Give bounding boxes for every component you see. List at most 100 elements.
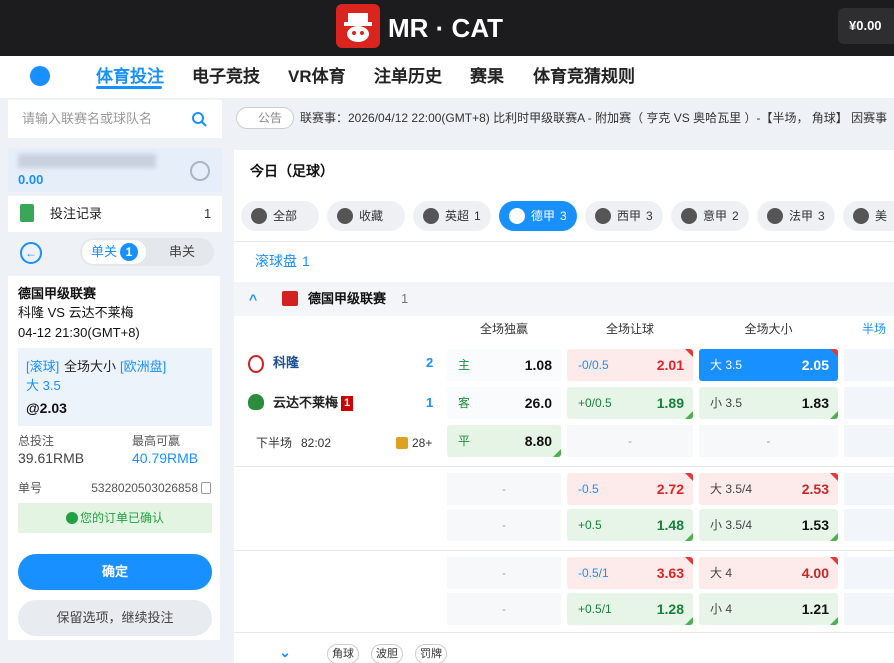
odds-cell[interactable]: 小 4 1.21: [699, 593, 838, 625]
corner-mark: [685, 557, 693, 565]
slip-tag: [滚球]: [26, 359, 60, 374]
search-box[interactable]: 请输入联赛名或球队名: [8, 100, 222, 138]
corner-mark: [830, 617, 838, 625]
logo-text: MR · CAT: [388, 13, 504, 43]
away-score: 1: [426, 395, 434, 410]
odds-value: 1.83: [801, 395, 829, 411]
notice-text: 联赛事：2026/04/12 22:00(GMT+8) 比利时甲级联赛A - 附…: [300, 111, 888, 125]
more-count[interactable]: 28+: [412, 436, 433, 450]
filter-count: 3: [818, 209, 825, 223]
odds-cell[interactable]: -0/0.5 2.01: [567, 349, 693, 381]
corner-mark: [830, 411, 838, 419]
market-pill[interactable]: 角球: [327, 644, 359, 663]
notice-pill: [236, 107, 294, 129]
column-header: 半场: [861, 322, 886, 336]
group-divider: [234, 632, 894, 633]
odds-value: 2.05: [801, 357, 829, 373]
odds-value: 2.01: [656, 357, 684, 373]
keep-button[interactable]: 保留选项，继续投注: [18, 600, 212, 636]
away-name: 云达不莱梅: [273, 395, 339, 410]
search-icon: [191, 111, 207, 127]
slip-odds-type: [欧洲盘]: [120, 359, 167, 374]
odds-cell[interactable]: 大 3.5/4 2.53: [699, 473, 838, 505]
filter-label: 德甲: [531, 209, 556, 223]
empty-text: -: [502, 518, 506, 532]
slip-selection: 大 3.5: [26, 378, 61, 393]
odds-cell-empty: -: [447, 509, 561, 541]
header-bar: [0, 0, 894, 56]
status-box: [18, 503, 212, 533]
odds-cell[interactable]: -0.5/1 3.63: [567, 557, 693, 589]
max-label: 最高可赢: [132, 434, 181, 448]
odds-cell[interactable]: 主 1.08: [447, 349, 561, 381]
refresh-icon: [190, 161, 210, 181]
filter-pill[interactable]: 法甲 3: [757, 201, 835, 231]
expand-icon[interactable]: ⌄: [279, 644, 291, 660]
nav-item[interactable]: 赛果: [470, 67, 504, 86]
odds-cell[interactable]: 客 26.0: [447, 387, 561, 419]
filter-pill[interactable]: 西甲 3: [585, 201, 663, 231]
filter-pill[interactable]: 意甲 2: [671, 201, 749, 231]
filter-pill[interactable]: 全部: [241, 201, 319, 231]
half-cell: [844, 593, 894, 625]
filter-pill[interactable]: 德甲 3: [499, 201, 577, 231]
slip-match: 科隆 VS 云达不莱梅: [18, 305, 134, 320]
collapse-icon[interactable]: ^: [249, 291, 258, 307]
odds-value: 1.21: [801, 601, 829, 617]
filter-icon: [509, 208, 525, 224]
market-pill[interactable]: 波胆: [371, 644, 403, 663]
column-header: 全场大小: [744, 322, 793, 336]
back-button[interactable]: ←: [20, 242, 42, 264]
filter-icon: [251, 208, 267, 224]
balance-button[interactable]: ¥0.00: [838, 8, 894, 44]
filter-label: 全部: [273, 209, 298, 223]
odds-cell[interactable]: +0/0.5 1.89: [567, 387, 693, 419]
odds-cell[interactable]: 大 3.5 2.05: [699, 349, 838, 381]
nav-item[interactable]: 体育竞猜规则: [533, 67, 635, 86]
odds-line: 小 3.5: [710, 396, 743, 410]
nav-item[interactable]: 电子竞技: [192, 67, 260, 86]
home-name: 科隆: [273, 355, 300, 370]
slip-league: 德国甲级联赛: [18, 286, 97, 301]
confirm-button[interactable]: 确定: [18, 554, 212, 590]
corner-mark: [685, 473, 693, 481]
main-title: 今日（足球）: [250, 163, 334, 179]
tab-label[interactable]: 单关: [91, 244, 118, 259]
status-icon: [66, 512, 78, 524]
odds-cell[interactable]: -0.5 2.72: [567, 473, 693, 505]
market-pill[interactable]: 罚牌: [415, 644, 447, 663]
filter-pill[interactable]: 收藏: [327, 201, 405, 231]
odds-cell[interactable]: 平 8.80: [447, 425, 561, 457]
odds-cell[interactable]: 大 4 4.00: [699, 557, 838, 589]
corner-mark: [685, 349, 693, 357]
slip-time: 04-12 21:30(GMT+8): [18, 325, 140, 340]
records-label[interactable]: 投注记录: [50, 206, 103, 221]
half-cell: [844, 425, 894, 457]
half-cell: [844, 509, 894, 541]
odds-cell[interactable]: +0.5 1.48: [567, 509, 693, 541]
corner-mark: [830, 473, 838, 481]
corner-mark: [830, 533, 838, 541]
ticket-number: 5328020503026858: [91, 481, 198, 495]
nav-item[interactable]: 体育投注: [96, 67, 164, 86]
live-label[interactable]: 滚球盘: [255, 253, 297, 269]
copy-icon[interactable]: [201, 482, 211, 494]
half-cell: [844, 387, 894, 419]
filter-pill[interactable]: 英超 1: [413, 201, 491, 231]
odds-value: 1.08: [524, 357, 552, 373]
nav-item[interactable]: VR体育: [288, 67, 346, 86]
filter-pill[interactable]: 美: [843, 201, 894, 231]
status-text: 您的订单已确认: [80, 511, 165, 525]
records-count: 1: [204, 206, 212, 221]
tab-label[interactable]: 串关: [169, 244, 196, 259]
odds-cell[interactable]: +0.5/1 1.28: [567, 593, 693, 625]
odds-line: +0.5: [578, 518, 602, 532]
odds-cell[interactable]: 小 3.5/4 1.53: [699, 509, 838, 541]
corner-mark: [830, 349, 838, 357]
filter-count: 1: [474, 209, 481, 223]
nav-item[interactable]: 注单历史: [374, 67, 442, 86]
filter-label: 英超: [445, 209, 470, 223]
account-name: [18, 154, 156, 168]
odds-cell[interactable]: 小 3.5 1.83: [699, 387, 838, 419]
